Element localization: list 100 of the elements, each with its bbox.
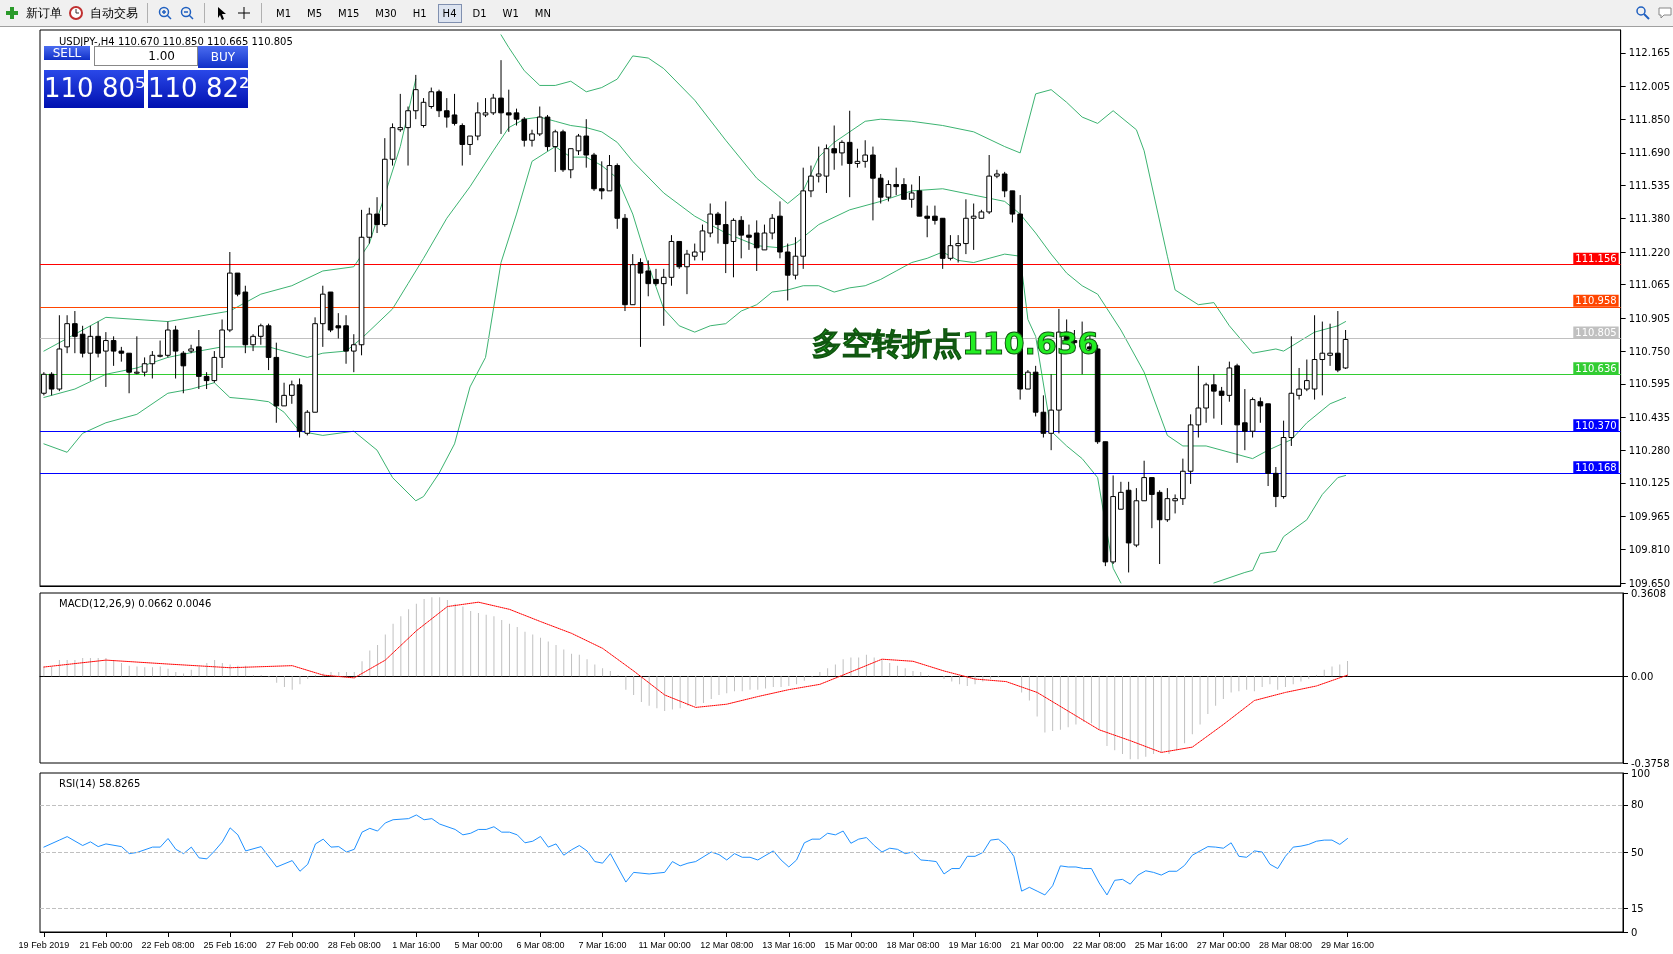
candlestick (126, 352, 132, 394)
chart-title: MACD(12,26,9) 0.0662 0.0046 (59, 597, 212, 609)
candlestick (1118, 481, 1124, 510)
candlestick (374, 196, 380, 234)
y-tick-label: 111.850 (1628, 113, 1671, 125)
candlestick (498, 59, 504, 135)
x-tick-label: 21 Mar 00:00 (1010, 939, 1064, 950)
y-tick-label: 0.3608 (1631, 587, 1666, 599)
y-tick-label: 109.810 (1628, 543, 1671, 555)
x-tick-label: 19 Feb 2019 (18, 939, 70, 950)
candlestick (1327, 323, 1333, 367)
candlestick (467, 135, 473, 156)
y-tick-label: 112.005 (1628, 81, 1671, 92)
annotation: 110 80⁵ (44, 73, 146, 103)
candlestick (831, 125, 838, 171)
chart-title: RSI(14) 58.8265 (59, 777, 141, 789)
x-tick-label: 28 Mar 08:00 (1258, 939, 1312, 950)
candlestick (901, 177, 907, 200)
annotation: 110 82² (148, 73, 250, 103)
candlestick (1211, 373, 1217, 420)
candlestick (258, 323, 264, 346)
y-tick-label: 111.065 (1628, 279, 1671, 291)
line-series (1213, 474, 1347, 584)
x-tick-label: 18 Mar 08:00 (886, 939, 940, 950)
x-tick-label: 19 Mar 16:00 (948, 939, 1002, 950)
text: M1 (275, 6, 292, 21)
y-tick-label: 111.380 (1628, 212, 1671, 224)
candlestick (72, 310, 78, 354)
candlestick (552, 129, 559, 173)
line-series (43, 601, 1349, 753)
ref-line-label: 110.370 (1575, 419, 1617, 431)
candlestick (172, 325, 179, 379)
annotation: BUY (198, 46, 248, 68)
y-tick-label: 110.750 (1628, 345, 1671, 357)
x-tick-label: 28 Feb 08:00 (327, 939, 381, 950)
candlestick (529, 129, 535, 148)
text: H1 (411, 6, 428, 21)
x-tick-label: 6 Mar 08:00 (516, 939, 565, 950)
x-tick-label: 5 Mar 00:00 (454, 939, 503, 950)
candlestick (660, 268, 667, 327)
text: 自动交易 (90, 4, 138, 22)
y-tick-label: 110.280 (1628, 444, 1671, 456)
candlestick (893, 167, 900, 196)
candlestick (1149, 477, 1155, 529)
x-tick-label: 22 Mar 08:00 (1072, 939, 1126, 950)
y-tick-label: 111.535 (1628, 180, 1671, 192)
y-tick-label: 109.650 (1628, 577, 1671, 589)
text: H4 (437, 3, 462, 23)
candlestick (1242, 388, 1248, 451)
y-tick-label: 50 (1631, 847, 1644, 858)
line-series (43, 116, 1347, 460)
candlestick (281, 382, 287, 407)
y-tick-label: 110.595 (1628, 378, 1671, 390)
x-tick-label: 11 Mar 00:00 (638, 939, 691, 950)
candlestick (862, 139, 869, 169)
text: 新订单 (26, 4, 62, 22)
candlestick (637, 257, 644, 348)
x-tick-label: 12 Mar 08:00 (700, 939, 754, 950)
text: M5 (306, 6, 323, 21)
candlestick (746, 224, 752, 251)
candlestick (412, 74, 419, 120)
candlestick (405, 106, 411, 167)
ref-line-label: 110.636 (1575, 362, 1617, 374)
candlestick (738, 215, 745, 259)
y-tick-label: 0 (1631, 926, 1638, 938)
candlestick (808, 165, 814, 198)
y-tick-label: 111.690 (1628, 147, 1671, 159)
lot-size-field: 1.00 (94, 46, 198, 66)
candlestick (157, 340, 163, 358)
candlestick (870, 146, 876, 221)
candlestick (1335, 310, 1341, 373)
x-tick-label: 27 Mar 00:00 (1196, 939, 1250, 950)
y-tick-label: 0.00 (1631, 670, 1654, 682)
x-tick-label: 27 Feb 00:00 (265, 939, 319, 950)
candlestick (1141, 460, 1147, 502)
candlestick (474, 101, 481, 141)
y-tick-label: 110.435 (1628, 412, 1671, 423)
candlestick (180, 350, 187, 394)
ref-line-label: 111.156 (1575, 253, 1617, 265)
candlestick (1304, 359, 1310, 392)
candlestick (598, 160, 605, 200)
x-tick-label: 1 Mar 16:00 (392, 939, 441, 950)
text: M30 (374, 6, 398, 21)
y-tick-label: 80 (1631, 799, 1644, 811)
y-tick-label: -0.3758 (1631, 757, 1670, 769)
candlestick (567, 148, 574, 179)
x-tick-label: 22 Feb 08:00 (141, 939, 195, 950)
candlestick (645, 259, 652, 297)
y-tick-label: 110.905 (1628, 312, 1671, 324)
candlestick (955, 234, 961, 264)
text: W1 (501, 6, 520, 21)
candlestick (1203, 382, 1209, 424)
candlestick (583, 118, 590, 169)
candlestick (250, 333, 256, 352)
candlestick (103, 331, 109, 388)
candlestick (436, 89, 442, 118)
ref-line-label: 110.958 (1575, 295, 1617, 307)
candlestick (653, 268, 659, 287)
y-tick-label: 109.965 (1628, 511, 1671, 523)
candlestick (451, 93, 458, 126)
